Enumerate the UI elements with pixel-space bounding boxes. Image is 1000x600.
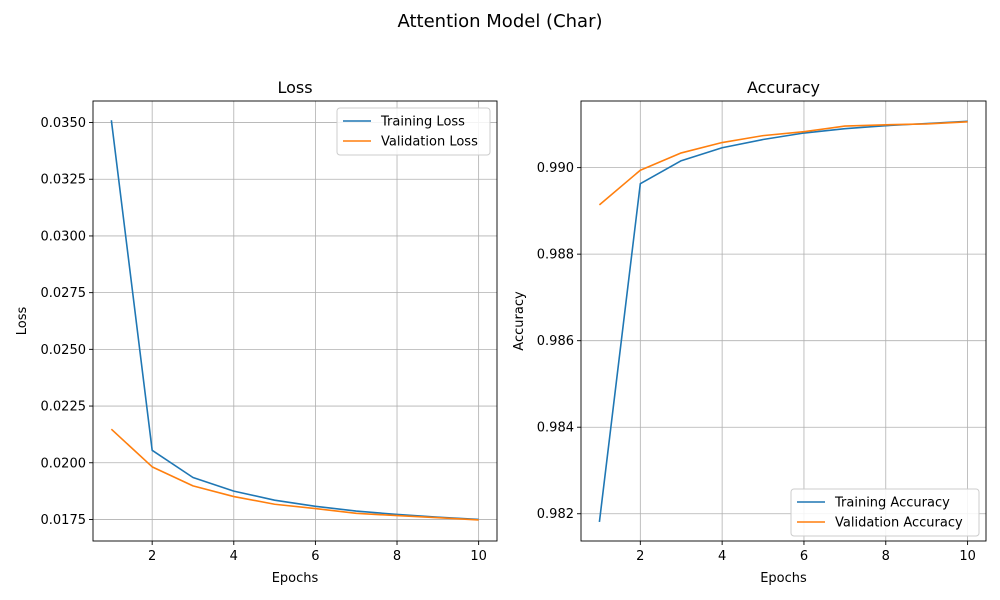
- legend-label-1: Validation Loss: [381, 135, 478, 150]
- legend-box: [790, 488, 980, 537]
- x-tick-label: 10: [959, 549, 976, 564]
- series-line-0: [598, 120, 968, 523]
- y-tick-label: 0.982: [537, 507, 574, 522]
- figure-suptitle: Attention Model (Char): [397, 11, 602, 32]
- y-tick-label: 0.990: [537, 161, 574, 176]
- x-tick-label: 6: [800, 549, 808, 564]
- x-tick-label: 4: [718, 549, 726, 564]
- x-tick-label: 10: [470, 549, 487, 564]
- legend-box: [336, 107, 491, 156]
- y-tick-label: 0.0225: [41, 400, 87, 415]
- legend: Training Loss Validation Loss: [336, 107, 491, 156]
- x-tick-label: 2: [148, 549, 156, 564]
- legend-label-0: Training Loss: [380, 115, 465, 130]
- panel-title: Accuracy: [747, 78, 820, 97]
- y-tick-label: 0.988: [537, 248, 574, 263]
- panel-title: Loss: [277, 78, 312, 97]
- y-tick-label: 0.986: [537, 334, 574, 349]
- legend: Training Accuracy Validation Accuracy: [790, 488, 980, 537]
- x-tick-label: 6: [311, 549, 319, 564]
- y-axis-title: Accuracy: [512, 291, 527, 351]
- y-tick-label: 0.0275: [41, 286, 87, 301]
- series-line-0: [110, 120, 479, 521]
- x-axis-title: Epochs: [760, 571, 807, 586]
- y-axis-title: Loss: [15, 307, 30, 336]
- y-tick-label: 0.0350: [41, 116, 87, 131]
- chart-panel-1: 2 4 6 8 10 0.982 0.984 0.986 0.988 0.990 Accuracy E…: [512, 78, 987, 586]
- y-tick-label: 0.984: [537, 421, 574, 436]
- y-tick-label: 0.0325: [41, 173, 87, 188]
- y-tick-label: 0.0300: [41, 229, 87, 244]
- x-axis-title: Epochs: [272, 571, 319, 586]
- series-line-1: [110, 428, 479, 521]
- x-tick-label: 2: [636, 549, 644, 564]
- x-tick-label: 8: [882, 549, 890, 564]
- chart-panel-0: 2 4 6 8 10 0.0175 0.0200 0.0225 0.0250 0.0275 0.03…: [15, 78, 498, 586]
- x-tick-label: 4: [230, 549, 238, 564]
- series-line-1: [598, 120, 968, 206]
- axes-frame: [92, 100, 498, 542]
- y-tick-label: 0.0200: [41, 456, 87, 471]
- y-tick-label: 0.0175: [41, 513, 87, 528]
- legend-label-1: Validation Accuracy: [835, 516, 963, 531]
- axes-frame: [580, 100, 987, 542]
- x-tick-label: 8: [393, 549, 401, 564]
- legend-label-0: Training Accuracy: [834, 496, 950, 511]
- y-tick-label: 0.0250: [41, 343, 87, 358]
